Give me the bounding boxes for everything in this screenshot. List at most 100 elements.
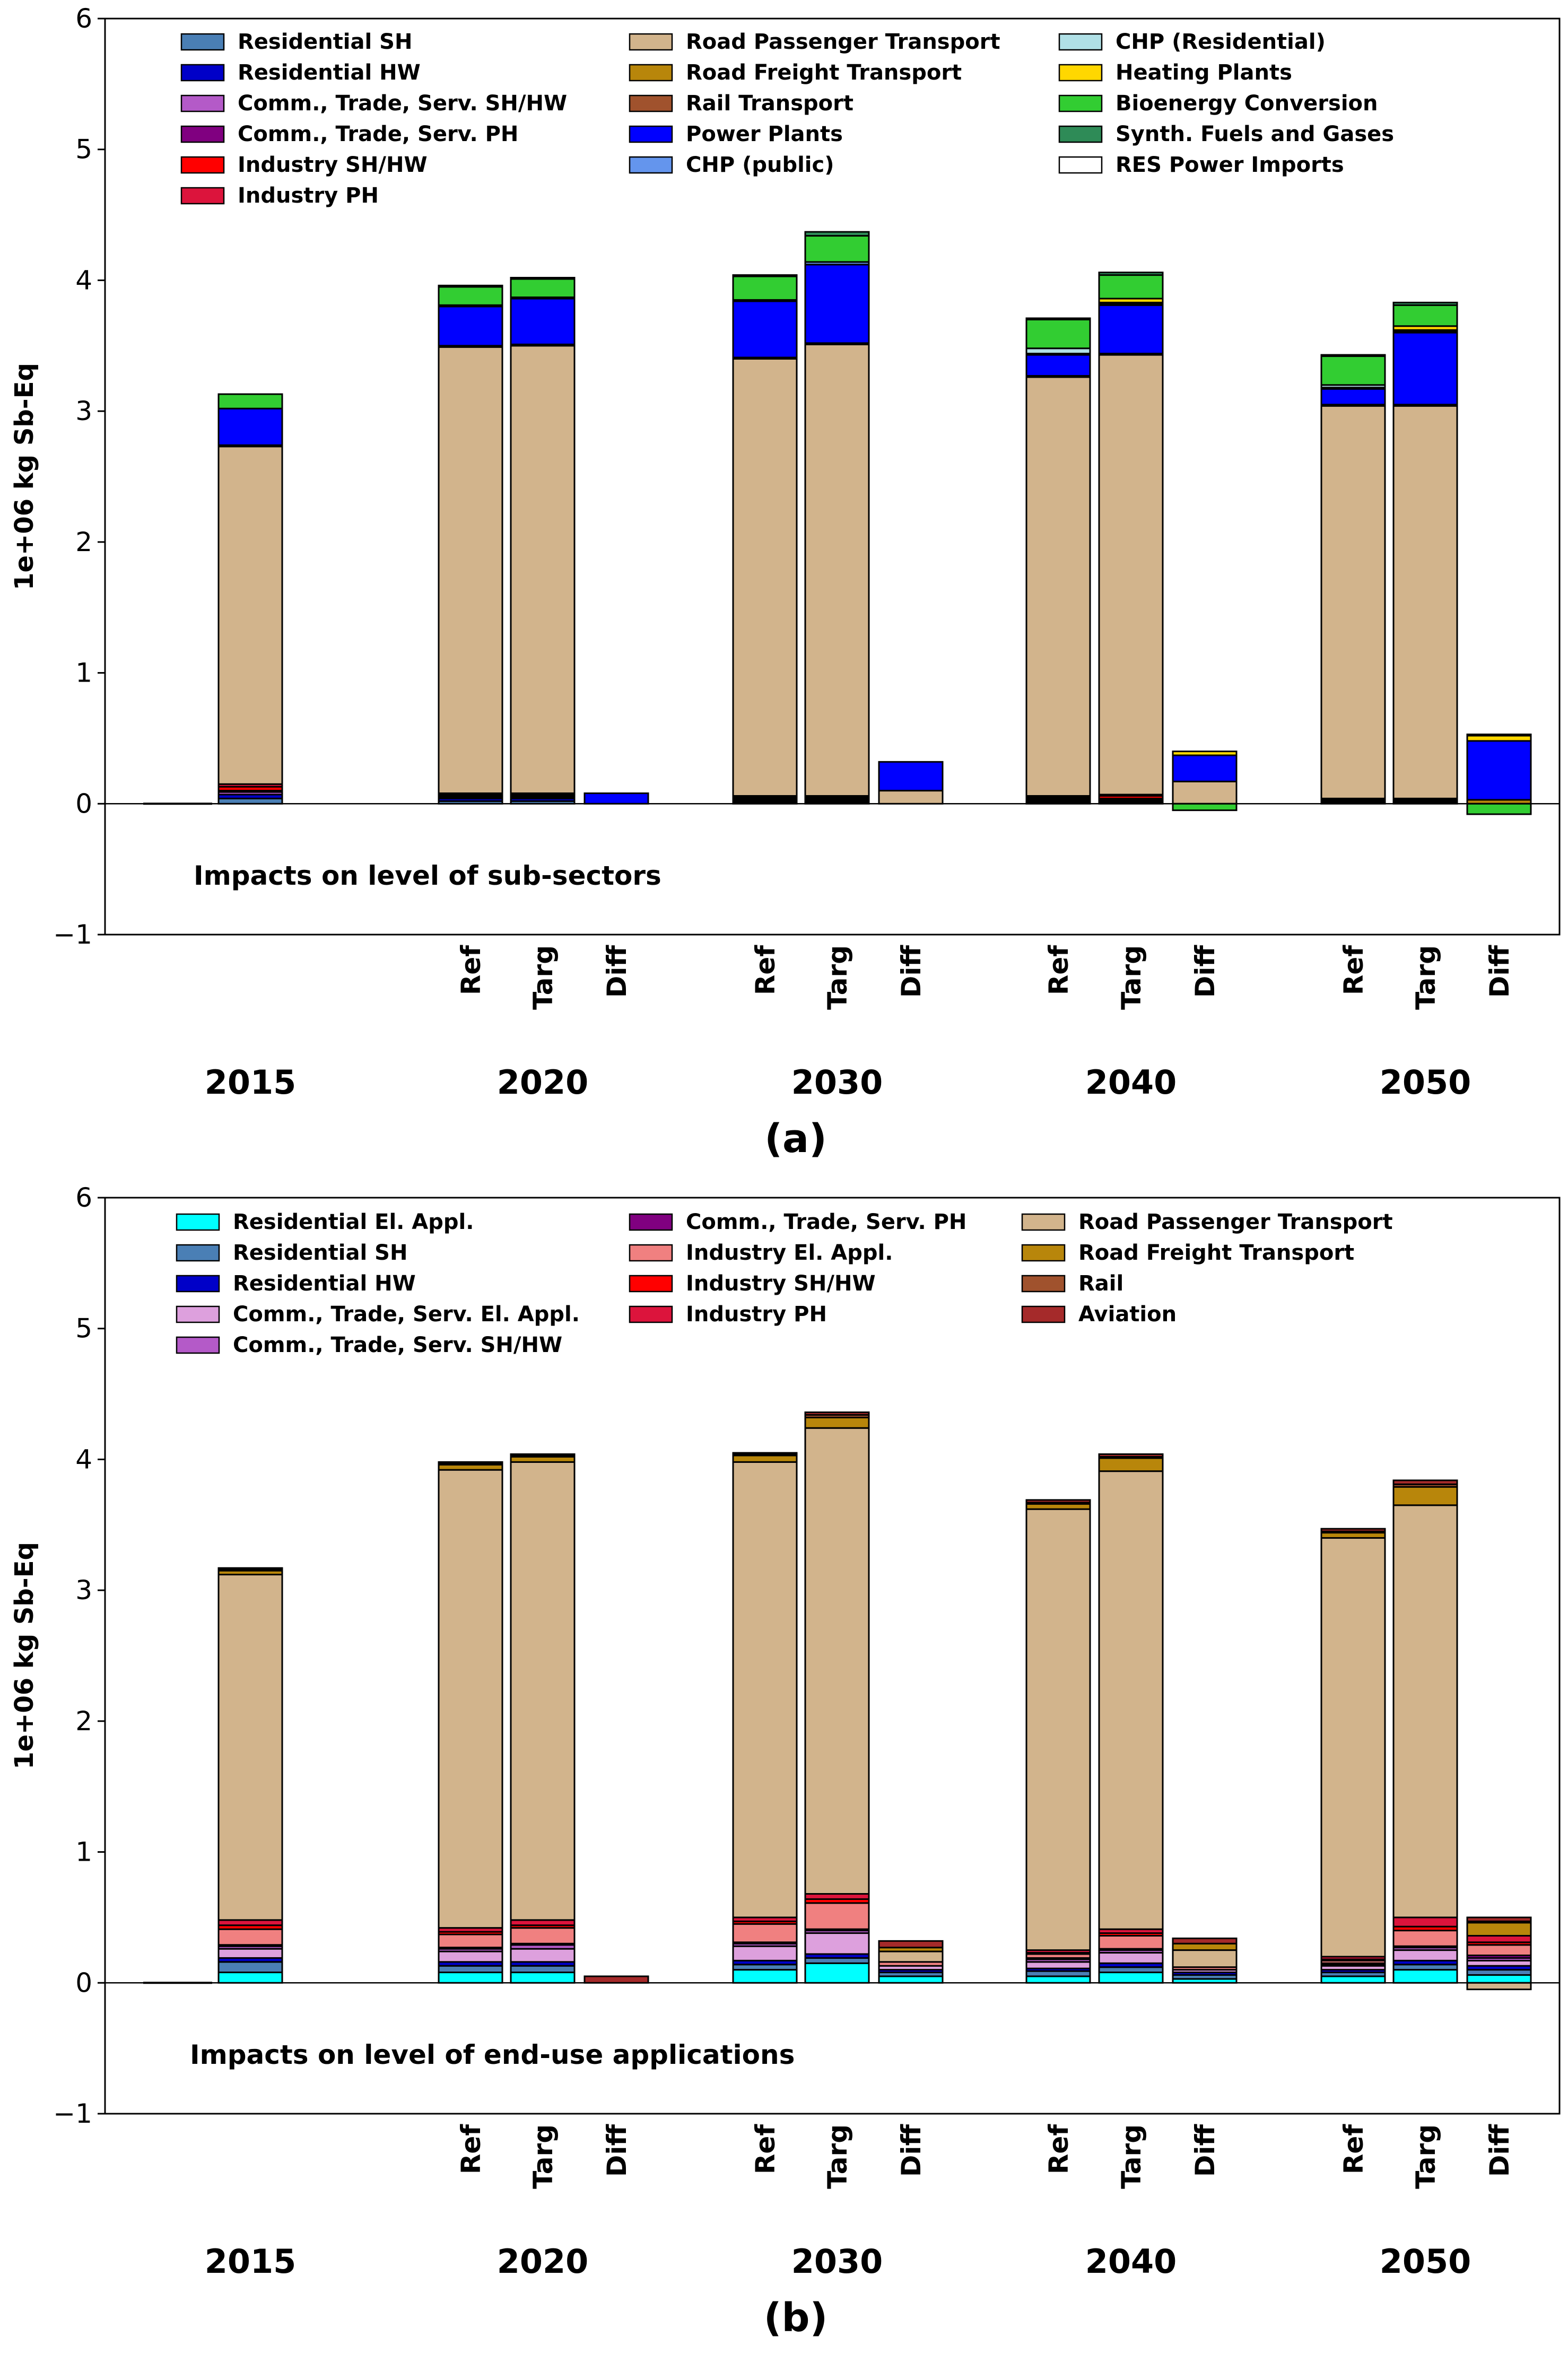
bar-segment (732, 1945, 798, 1961)
legend-label: Road Passenger Transport (686, 30, 1000, 54)
bar-segment (878, 1940, 944, 1949)
legend-label: Rail Transport (686, 91, 853, 116)
y-tick-label: 5 (75, 1313, 92, 1344)
panel-label: (b) (764, 2295, 828, 2341)
legend-swatch (180, 94, 225, 112)
panel-a: −1 0 1 2 3 4 5 6 1e+06 kg Sb-Eq Ref Targ Diff Ref Tar… (10, 3, 1561, 1162)
legend-label: Industry SH/HW (238, 153, 428, 177)
bar-segment (438, 1933, 503, 1949)
bar-segment (217, 1972, 283, 1984)
bar-segment (1172, 1942, 1238, 1951)
bar-segment (804, 1427, 870, 1895)
legend-label: Aviation (1078, 1302, 1177, 1327)
y-axis-label: 1e+06 kg Sb-Eq (10, 1542, 39, 1769)
condition-label: Targ (822, 2124, 853, 2189)
y-tick-label: 5 (75, 134, 92, 165)
bar-segment (1098, 354, 1164, 796)
y-tick-label: 4 (75, 1444, 92, 1475)
panel-note: Impacts on level of end-use applications (190, 2039, 795, 2070)
legend-label: Road Freight Transport (686, 60, 962, 85)
bar-segment (804, 343, 870, 797)
bar-segment (438, 1950, 503, 1963)
y-tick-label: 1 (75, 1837, 92, 1868)
bar-segment (1172, 1937, 1238, 1945)
bar-segment (438, 1972, 503, 1984)
legend-label: Residential HW (238, 60, 421, 85)
y-tick-label: 6 (75, 3, 92, 34)
bar-segment (1098, 1453, 1164, 1458)
bar-segment (1466, 803, 1532, 815)
bar-segment (583, 792, 649, 805)
legend-swatch (1058, 125, 1103, 143)
legend-swatch (176, 1305, 220, 1323)
bar-segment (878, 1975, 944, 1984)
year-label: 2030 (791, 2242, 883, 2281)
bar-segment (732, 1969, 798, 1984)
bar-segment (1172, 754, 1238, 782)
legend-label: Bioenergy Conversion (1116, 91, 1378, 116)
bar-segment (510, 276, 576, 280)
legend-swatch (629, 156, 673, 174)
condition-label: Diff (896, 945, 927, 998)
condition-label: Targ (1410, 945, 1441, 1010)
bar-segment (732, 357, 798, 797)
legend-label: Comm., Trade, Serv. SH/HW (238, 91, 567, 116)
year-label: 2015 (205, 1063, 297, 1102)
panel-label: (a) (764, 1116, 827, 1162)
condition-label: Targ (528, 945, 559, 1010)
condition-label: Targ (1116, 945, 1147, 1010)
year-label: 2020 (497, 2242, 589, 2281)
bar-segment (510, 278, 576, 299)
bar-segment (1392, 1930, 1458, 1947)
y-tick-label: −1 (53, 2098, 92, 2129)
legend-swatch (629, 1305, 673, 1323)
bar-segment (732, 1461, 798, 1919)
legend-swatch (176, 1244, 220, 1262)
bar-segment (438, 1461, 503, 1464)
bar-segment (1320, 1975, 1386, 1984)
bar-segment (217, 407, 283, 446)
bar-segment (878, 1950, 944, 1963)
y-tick-label: −1 (53, 919, 92, 950)
bar-segment (510, 1972, 576, 1984)
bar-segment (1172, 1949, 1238, 1968)
bar-segment (1098, 1952, 1164, 1964)
bar-segment (1172, 780, 1238, 805)
legend-swatch (629, 1244, 673, 1262)
year-label: 2020 (497, 1063, 589, 1102)
bar-segment (510, 298, 576, 345)
legend-label: Industry PH (238, 184, 379, 208)
y-tick-label: 2 (75, 527, 92, 557)
bar-segment (1392, 1969, 1458, 1984)
legend-label: Rail (1078, 1271, 1123, 1296)
bar-segment (217, 446, 283, 785)
y-tick-label: 0 (75, 788, 92, 819)
bar-segment (1392, 1479, 1458, 1485)
bar-segment (732, 1454, 798, 1463)
bar-segment (1466, 1922, 1532, 1937)
bar-segment (1466, 1944, 1532, 1956)
bar-segment (804, 1962, 870, 1984)
y-tick-label: 4 (75, 265, 92, 295)
bar-segment (1320, 1528, 1386, 1532)
bar-segment (217, 1961, 283, 1974)
bar-segment (438, 346, 503, 795)
legend-label: RES Power Imports (1116, 153, 1344, 177)
bar-segment (1392, 1916, 1458, 1928)
bar-segment (732, 300, 798, 359)
bar-segment (1098, 272, 1164, 276)
legend-label: Comm., Trade, Serv. SH/HW (233, 1333, 562, 1357)
bar-segment (732, 275, 798, 301)
legend-swatch (1058, 33, 1103, 51)
bar-segment (1098, 1470, 1164, 1930)
bar-segment (1098, 1457, 1164, 1472)
legend-label: Residential SH (238, 30, 412, 54)
bar-segment (1320, 388, 1386, 406)
legend-swatch (629, 1213, 673, 1231)
y-tick-label: 3 (75, 396, 92, 426)
bar-segment (438, 284, 503, 288)
bar-segment (510, 1461, 576, 1921)
legend-swatch (1021, 1305, 1066, 1323)
plot-frame (104, 1197, 1561, 2115)
